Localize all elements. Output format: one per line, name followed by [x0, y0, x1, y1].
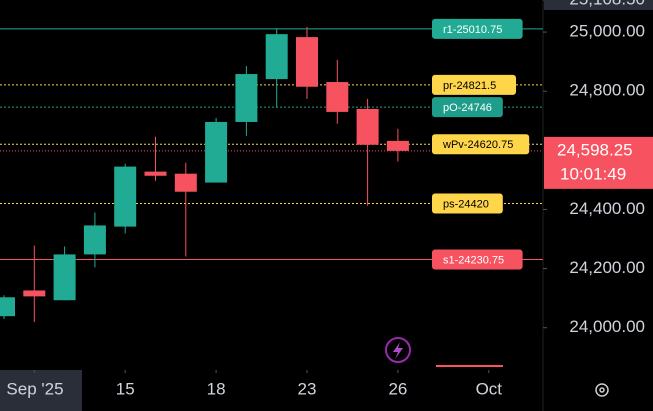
- candle-body: [144, 171, 167, 176]
- candle-body: [235, 74, 258, 122]
- candle-body: [114, 166, 137, 227]
- gear-center: [599, 387, 605, 393]
- candle-body: [356, 108, 379, 145]
- price-label: 24,598.25: [557, 140, 633, 159]
- y-tick-label: 24,800.00: [569, 81, 645, 100]
- y-tick-label: 24,200.00: [569, 258, 645, 277]
- x-crosshair-box: [0, 370, 82, 411]
- y-tick-label: 24,000.00: [569, 317, 645, 336]
- level-label-box: [432, 18, 523, 39]
- icon-bolt: [393, 342, 403, 359]
- candle-body: [265, 34, 288, 80]
- gear: [595, 383, 609, 397]
- candle-body: [174, 173, 197, 192]
- x-tick-label: 18: [207, 379, 226, 398]
- candle-body: [83, 225, 106, 255]
- x-tick-label: Oct: [476, 379, 503, 398]
- candle-body: [296, 37, 318, 87]
- candle-body: [386, 140, 409, 151]
- top-price-box: [544, 0, 653, 10]
- level-label-box: [432, 193, 503, 214]
- level-label-box: [432, 97, 503, 118]
- level-label: r1-25010.75: [443, 24, 502, 36]
- level-label: s1-24230.75: [443, 254, 504, 266]
- y-tick-label: 25,108.50: [569, 0, 645, 8]
- x-tick-label: 23: [298, 379, 317, 398]
- icon-ring: [385, 337, 411, 363]
- candle-body: [326, 82, 349, 112]
- level-label: ps-24420: [443, 198, 489, 210]
- level-label-box: [432, 134, 530, 155]
- settings-icon[interactable]: [595, 383, 609, 397]
- price-label-box: [544, 136, 653, 189]
- lightning-icon[interactable]: [385, 337, 411, 363]
- level-label-box: [432, 74, 516, 95]
- x-tick-label: Sep '25: [6, 379, 63, 398]
- y-tick-label: 25,000.00: [569, 22, 645, 41]
- candle-body: [53, 254, 76, 301]
- countdown-label: 10:01:49: [560, 164, 626, 183]
- level-label: pr-24821.5: [443, 80, 496, 92]
- level-label: pO-24746: [443, 102, 492, 114]
- level-label: wPv-24620.75: [442, 139, 513, 151]
- candle-body: [0, 297, 15, 317]
- candle-body: [23, 290, 46, 297]
- y-tick-label: 24,400.00: [569, 199, 645, 218]
- x-tick-label: 26: [388, 379, 407, 398]
- x-tick-label: 15: [116, 379, 135, 398]
- candle-body: [205, 121, 228, 183]
- level-label-box: [432, 249, 523, 270]
